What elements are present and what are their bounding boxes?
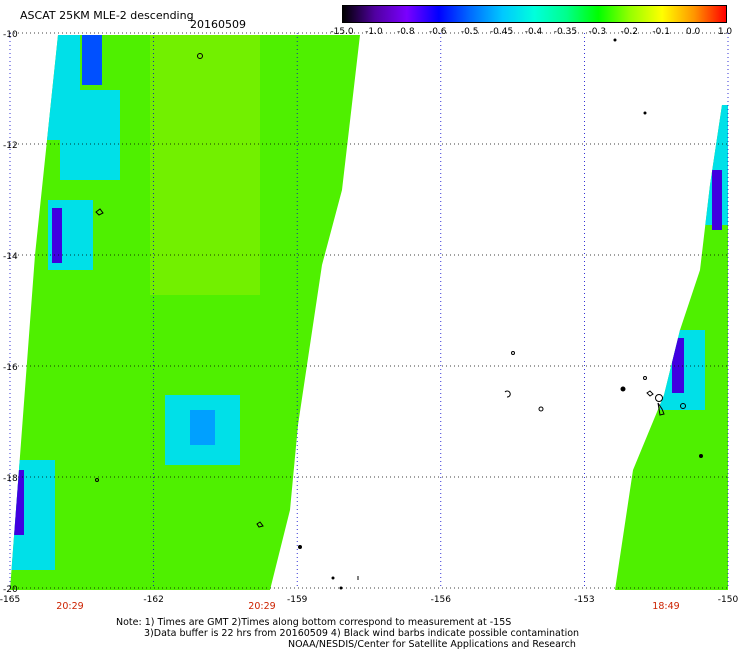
lon-label: -153 bbox=[574, 595, 594, 605]
graticule bbox=[9, 32, 729, 589]
lat-label: -14 bbox=[3, 252, 18, 262]
colorbar-tick-label: -0.4 bbox=[524, 27, 543, 37]
product-date: 20160509 bbox=[190, 18, 246, 31]
note-line-3: NOAA/NESDIS/Center for Satellite Applica… bbox=[288, 639, 576, 650]
note-line-2: 3)Data buffer is 22 hrs from 20160509 4)… bbox=[144, 628, 580, 639]
lon-label: -150 bbox=[718, 595, 739, 605]
colorbar-tick-label: -0.35 bbox=[553, 27, 578, 37]
axis-labels: -10 -12 -14 -16 -18 -20-165 -162 -159 -156 -153 -1… bbox=[0, 30, 738, 605]
colorbar-tick-label: -1.0 bbox=[365, 27, 383, 37]
colorbar-tick-label: -0.8 bbox=[397, 27, 415, 37]
left-swath bbox=[10, 35, 360, 590]
lat-label: -10 bbox=[3, 30, 18, 40]
product-title: ASCAT 25KM MLE-2 descending bbox=[20, 9, 194, 22]
right-swath bbox=[615, 105, 728, 590]
colorbar-tick-label: -15.0 bbox=[330, 27, 354, 37]
swath-time-label: 20:29 bbox=[56, 601, 83, 612]
lat-label: -18 bbox=[3, 474, 18, 484]
lon-label: -162 bbox=[143, 595, 163, 605]
swath-time-labels: 20:29 20:29 18:49 bbox=[56, 601, 679, 612]
colorbar-tick-label: -0.2 bbox=[620, 27, 639, 37]
islands bbox=[95, 38, 703, 590]
colorbar-tick-label: 0.0 bbox=[685, 27, 701, 37]
lon-label: -165 bbox=[0, 595, 20, 605]
lat-label: -16 bbox=[3, 363, 18, 373]
lat-label: -20 bbox=[3, 585, 18, 595]
colorbar-tick-label: -0.6 bbox=[428, 27, 447, 37]
colorbar-tick-label: -0.1 bbox=[652, 27, 670, 37]
lon-label: -159 bbox=[287, 595, 308, 605]
colorbar-tick-label: -0.5 bbox=[460, 27, 479, 37]
colorbar-labels: -15.0 -1.0 -0.8 -0.6 -0.5 -0.45 -0.4 -0.35 -0.3 -… bbox=[330, 27, 738, 39]
note-line-1: Note: 1) Times are GMT 2)Times along bot… bbox=[116, 617, 512, 628]
colorbar-tick-label: -0.45 bbox=[489, 27, 514, 37]
swath-time-label: 18:49 bbox=[652, 601, 679, 612]
colorbar bbox=[342, 5, 727, 23]
swath-time-label: 20:29 bbox=[248, 601, 275, 612]
lat-label: -12 bbox=[3, 141, 18, 151]
lon-label: -156 bbox=[431, 595, 452, 605]
colorbar-tick-label: 1.0 bbox=[717, 27, 733, 37]
colorbar-tick-label: -0.3 bbox=[588, 27, 607, 37]
